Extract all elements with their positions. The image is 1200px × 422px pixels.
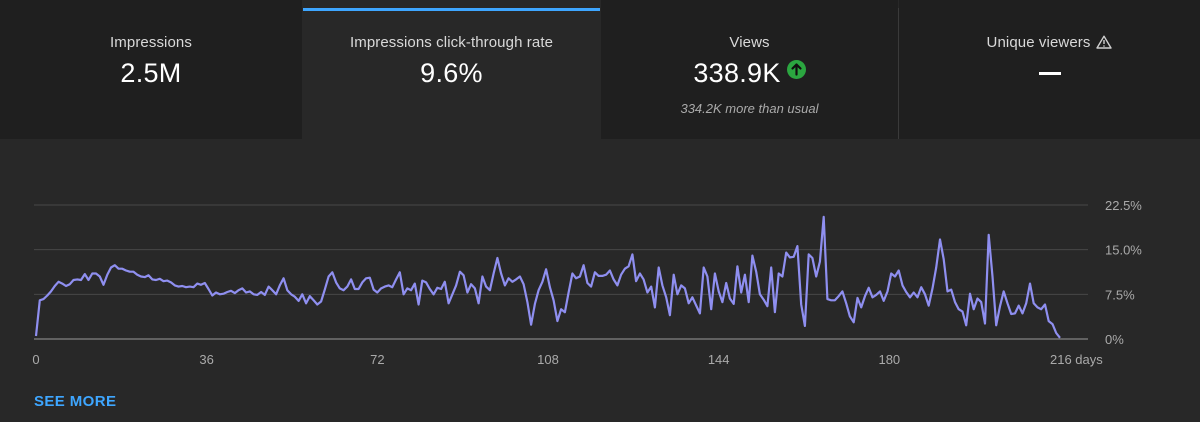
metric-value: 338.9K	[693, 58, 781, 88]
y-tick-label: 22.5%	[1105, 198, 1142, 213]
metric-value-dash	[1038, 72, 1061, 75]
ctr-line-chart: 0% 7.5% 15.0% 22.5% 0 36 72 108 144 180 216 days	[32, 198, 1142, 367]
metric-card-impressions[interactable]: Impressions 2.5M	[0, 0, 302, 139]
warning-icon[interactable]	[1096, 35, 1113, 53]
x-tick-label: 72	[370, 352, 384, 367]
metric-value: 9.6%	[420, 58, 483, 88]
see-more-button[interactable]: SEE MORE	[34, 393, 117, 410]
x-tick-label: 36	[199, 352, 213, 367]
card-divider	[898, 8, 899, 139]
metric-card-views[interactable]: Views 338.9K 334.2K more than usual	[601, 0, 898, 139]
metric-value: 2.5M	[120, 58, 182, 88]
metric-note: 334.2K more than usual	[680, 101, 819, 116]
metric-cards: Impressions 2.5M Impressions click-throu…	[0, 0, 1200, 140]
y-tick-label: 15.0%	[1105, 243, 1142, 258]
x-tick-label: 180	[878, 352, 900, 367]
metric-label: Impressions click-through rate	[349, 34, 554, 51]
metric-card-impressions-ctr[interactable]: Impressions click-through rate 9.6%	[303, 0, 600, 139]
x-tick-label: 0	[32, 352, 39, 367]
y-tick-label: 7.5%	[1105, 287, 1135, 302]
metric-label: Views	[729, 34, 770, 51]
metric-label: Unique viewers	[986, 34, 1091, 51]
series-line	[34, 215, 1061, 339]
active-indicator	[303, 8, 600, 11]
y-tick-label: 0%	[1105, 332, 1124, 347]
x-tick-label: 144	[708, 352, 730, 367]
x-tick-label: 108	[537, 352, 559, 367]
x-tick-label: 216 days	[1050, 352, 1103, 367]
metric-label: Impressions	[110, 34, 192, 51]
metric-label-row: Unique viewers	[899, 34, 1200, 53]
trend-up-icon	[786, 60, 806, 79]
metric-value-row: 338.9K	[601, 58, 898, 89]
metric-card-unique-viewers[interactable]: Unique viewers —	[899, 0, 1200, 139]
